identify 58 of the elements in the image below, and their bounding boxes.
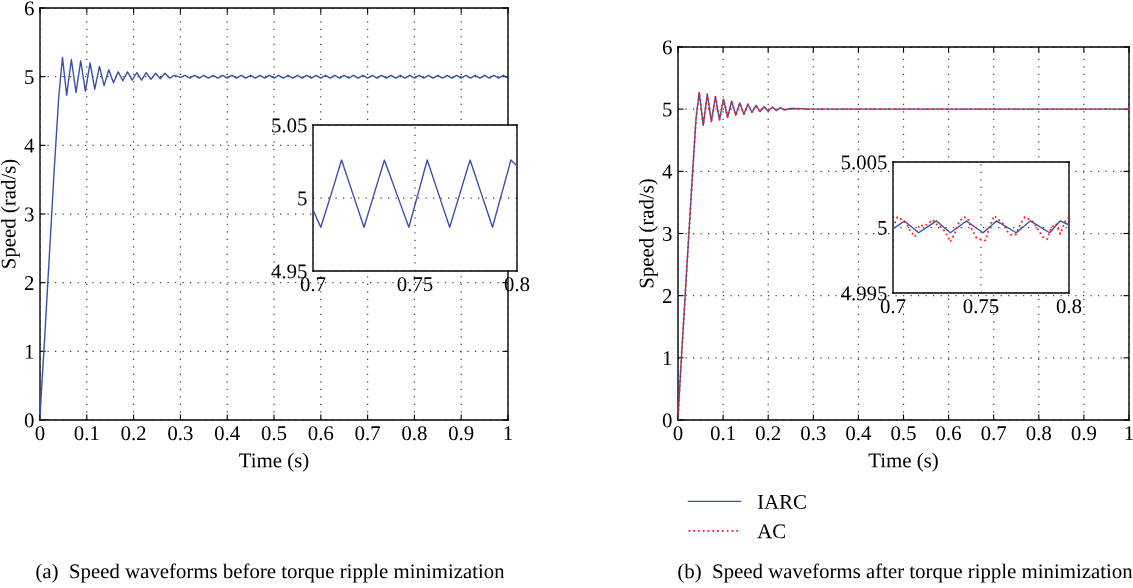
y-axis-title: Speed (rad/s) — [0, 159, 20, 268]
x-tick-label: 0.5 — [261, 426, 287, 441]
y-tick-label: 1 — [25, 344, 34, 359]
y-tick-label: 2 — [24, 276, 34, 290]
y-tick-label: 4.995 — [840, 286, 887, 301]
x-tick-label: 0.7 — [300, 277, 326, 292]
y-tick-label: 4 — [24, 138, 35, 153]
x-tick-label: 0.3 — [801, 426, 826, 441]
x-tick-label: 0.5 — [891, 426, 916, 441]
x-tick-label: 0.2 — [755, 426, 781, 441]
x-tick-label: 0.1 — [710, 426, 735, 441]
y-tick-label: 0 — [662, 413, 672, 428]
x-tick-label: 0.8 — [1026, 426, 1052, 441]
x-tick-label: 0.2 — [121, 426, 146, 441]
x-tick-label: 0.9 — [448, 426, 474, 441]
x-tick-label: 0.9 — [1071, 426, 1097, 441]
y-tick-label: 4.95 — [271, 264, 307, 279]
x-tick-label: 0.75 — [397, 277, 433, 292]
x-tick-label: 0.7 — [355, 426, 381, 441]
x-tick-label: 0.4 — [846, 426, 872, 441]
text: (b) Speed waveforms after torque ripple minimization — [678, 563, 1133, 583]
x-tick-label: 0.4 — [214, 426, 240, 441]
x-tick-label: 0 — [35, 426, 45, 441]
x-tick-label: 0.7 — [981, 426, 1007, 441]
x-tick-label: 1 — [1125, 426, 1133, 441]
line-series — [893, 220, 1069, 234]
legend-label: AC — [757, 524, 785, 539]
y-tick-label: 4 — [662, 164, 673, 179]
x-tick-label: 1 — [504, 426, 512, 441]
x-tick-label: 0.3 — [168, 426, 193, 441]
text: (a) Speed waveforms before torque ripple minimization — [36, 563, 505, 583]
x-axis-title: Time (s) — [868, 452, 938, 472]
x-tick-label: 0.6 — [308, 426, 334, 441]
y-tick-label: 1 — [663, 351, 672, 366]
y-tick-label: 3 — [25, 207, 34, 222]
y-tick-label: 2 — [662, 289, 672, 303]
x-tick-label: 0.7 — [880, 299, 906, 314]
line-series — [313, 159, 517, 228]
y-tick-label: 3 — [663, 226, 672, 241]
y-tick-label: 5.005 — [841, 155, 887, 170]
y-tick-label: 6 — [24, 1, 34, 16]
y-tick-label: 5 — [25, 70, 34, 85]
x-axis-title: Time (s) — [239, 452, 309, 472]
x-tick-label: 0.8 — [1056, 299, 1082, 314]
line-series — [893, 214, 1069, 243]
x-tick-label: 0.1 — [74, 426, 99, 441]
x-tick-label: 0.6 — [936, 426, 961, 441]
x-tick-label: 0.8 — [402, 426, 427, 441]
y-tick-label: 5 — [298, 191, 307, 206]
x-tick-label: 0.75 — [963, 299, 999, 314]
y-axis-title: Speed (rad/s) — [638, 179, 658, 288]
y-tick-label: 5.05 — [272, 118, 307, 133]
legend-label: IARC — [757, 494, 806, 509]
y-tick-label: 5 — [878, 221, 887, 235]
x-tick-label: 0 — [673, 426, 683, 441]
y-tick-label: 5 — [663, 102, 672, 117]
y-tick-label: 0 — [24, 413, 34, 428]
y-tick-label: 6 — [662, 40, 672, 55]
